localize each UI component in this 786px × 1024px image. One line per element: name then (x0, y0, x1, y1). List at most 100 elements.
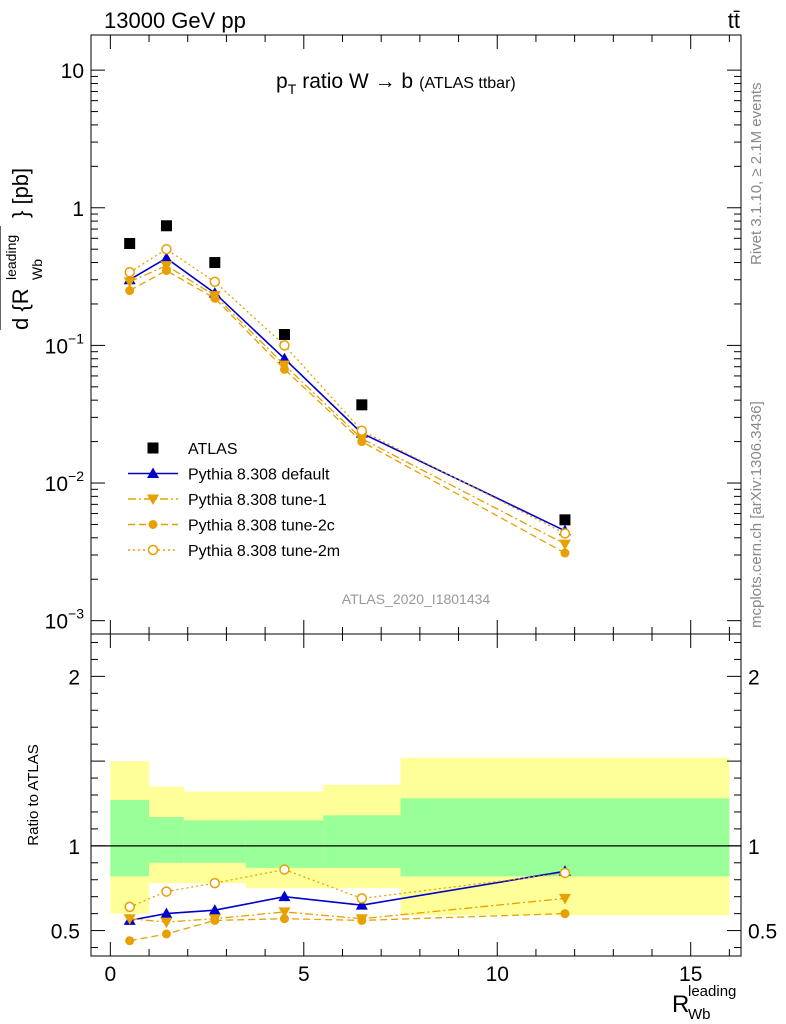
legend-label-atlas: ATLAS (188, 441, 238, 458)
ratio-point-pythia-8-308-default (160, 907, 173, 919)
ratio-panel: 0.5 0.5 1 1 2 2 0 5 10 15 Ratio to ATLAS R leadin… (25, 633, 777, 1023)
legend-label-pythia-8-308-default: Pythia 8.308 default (188, 467, 330, 484)
main-panel: 10 1 10−1 10−2 10−3 pT ratio W → b (ATLAS ttba… (0, 34, 742, 635)
main-point-pythia-8-308-tune-2c (161, 266, 171, 276)
ratio-line-pythia-8-308-tune-1 (129, 897, 566, 923)
svg-text:d {R: d {R (8, 288, 33, 330)
main-point-pythia-8-308-tune-2m (279, 340, 290, 351)
ratio-point-pythia-8-308-default (278, 890, 291, 902)
ratio-y-tick-label-right: 0.5 (748, 921, 777, 944)
ratio-point-pythia-8-308-tune-2m (356, 893, 368, 904)
main-point-atlas (356, 399, 368, 411)
main-point-pythia-8-308-tune-2m (356, 425, 368, 436)
energy-label: 13000 GeV pp (104, 8, 246, 33)
legend: ATLAS Pythia 8.308 default Pythia 8.308 tu… (128, 441, 340, 560)
analysis-watermark: ATLAS_2020_I1801434 (342, 591, 491, 607)
legend-label-pythia-8-308-tune-2c: Pythia 8.308 tune-2c (188, 518, 335, 535)
ratio-point-pythia-8-308-tune-1 (123, 914, 136, 925)
main-point-pythia-8-308-tune-2c (279, 364, 289, 374)
main-y-tick-label: 10 (61, 60, 84, 83)
ratio-y-tick-label: 2 (68, 666, 80, 689)
ratio-plot-marks (91, 757, 741, 946)
ratio-point-pythia-8-308-default (208, 904, 221, 915)
main-y-tick-label: 10−3 (45, 606, 85, 634)
svg-text:Wb: Wb (29, 259, 45, 280)
rivet-label: Rivet 3.1.10, ≥ 2.1M events (748, 83, 765, 266)
ratio-band-inner (110, 800, 150, 877)
main-title: pT ratio W → b (ATLAS ttbar) (276, 70, 516, 97)
legend-marker-pythia-8-308-default (147, 467, 159, 478)
main-line-pythia-8-308-tune-2m (129, 248, 566, 535)
main-y-label: d {R leading Wb } [pb] dσ fid (0, 168, 45, 330)
svg-text:leading: leading (3, 235, 19, 280)
main-point-atlas (160, 220, 172, 232)
ratio-y-tick-label: 1 (68, 836, 80, 859)
legend-label-pythia-8-308-tune-2m: Pythia 8.308 tune-2m (188, 543, 340, 560)
svg-text:leading: leading (688, 983, 736, 1000)
main-point-pythia-8-308-tune-2m (124, 266, 135, 278)
legend-marker-pythia-8-308-tune-2m (147, 544, 159, 556)
main-line-pythia-8-308-default (129, 257, 566, 532)
ratio-point-pythia-8-308-tune-2m (161, 886, 172, 897)
ratio-point-pythia-8-308-tune-2c (279, 914, 289, 924)
ratio-line-pythia-8-308-tune-2c (129, 912, 566, 942)
ratio-point-pythia-8-308-tune-1 (160, 917, 173, 929)
ratio-y-tick-label-right: 1 (748, 836, 760, 859)
ratio-y-tick-label-right: 2 (748, 666, 760, 689)
svg-text:} [pb]: } [pb] (8, 168, 33, 218)
ratio-axis-ticks: 0.5 0.5 1 1 2 2 0 5 10 15 (51, 634, 777, 986)
main-point-atlas (278, 329, 290, 340)
main-point-pythia-8-308-tune-2m (209, 276, 221, 288)
legend-label-pythia-8-308-tune-1: Pythia 8.308 tune-1 (188, 492, 327, 509)
main-y-tick-label: 1 (72, 198, 84, 221)
ratio-point-pythia-8-308-tune-2m (279, 864, 290, 875)
main-line-pythia-8-308-tune-1 (129, 264, 566, 545)
svg-text:R: R (672, 991, 689, 1018)
main-point-pythia-8-308-tune-2c (210, 293, 220, 303)
svg-text:dσ: dσ (0, 292, 1, 318)
main-axis-ticks: 10 1 10−1 10−2 10−3 (45, 35, 741, 634)
main-point-pythia-8-308-tune-1 (558, 539, 571, 551)
x-tick-label: 10 (486, 963, 509, 986)
legend-marker-pythia-8-308-tune-1 (147, 494, 159, 505)
ratio-line-pythia-8-308-default (129, 870, 566, 922)
ratio-band-inner (149, 817, 184, 863)
ratio-point-pythia-8-308-tune-1 (278, 907, 291, 918)
legend-marker-pythia-8-308-tune-2c (148, 520, 158, 529)
ratio-point-pythia-8-308-tune-1 (558, 893, 571, 905)
ratio-y-tick-label: 0.5 (51, 921, 80, 944)
ratio-band-inner (400, 798, 730, 877)
main-point-pythia-8-308-tune-1 (123, 277, 136, 288)
ratio-band-inner (245, 820, 324, 868)
x-tick-label: 0 (105, 963, 117, 986)
ratio-point-pythia-8-308-tune-2c (125, 936, 135, 946)
main-point-atlas (559, 514, 571, 526)
main-point-pythia-8-308-tune-2c (125, 286, 135, 296)
mcplots-label: mcplots.cern.ch [arXiv:1306.3436] (748, 401, 765, 628)
main-point-pythia-8-308-tune-2m (559, 528, 571, 539)
ratio-point-pythia-8-308-tune-2m (559, 867, 571, 879)
main-line-pythia-8-308-tune-2c (129, 269, 566, 554)
legend-marker-atlas (147, 442, 159, 454)
ratio-point-pythia-8-308-tune-2c (357, 915, 367, 925)
ratio-point-pythia-8-308-tune-2c (210, 915, 220, 925)
x-tick-label: 5 (298, 963, 310, 986)
x-axis-label: R leading Wb (672, 983, 736, 1023)
ratio-y-label: Ratio to ATLAS (25, 744, 42, 845)
ratio-point-pythia-8-308-tune-2c (161, 929, 171, 939)
main-point-pythia-8-308-default (160, 252, 173, 263)
ratio-band-inner (183, 820, 246, 863)
ratio-point-pythia-8-308-tune-2c (560, 909, 570, 919)
main-y-tick-label: 10−2 (45, 468, 85, 496)
main-y-tick-label: 10−1 (45, 330, 85, 358)
x-tick-label: 15 (679, 963, 702, 986)
ratio-point-pythia-8-308-tune-2m (124, 901, 135, 913)
ratio-point-pythia-8-308-default (355, 899, 368, 910)
process-label: tt̄ (728, 8, 740, 33)
ratio-band-inner (323, 815, 401, 868)
main-point-pythia-8-308-tune-2c (560, 548, 570, 558)
main-point-pythia-8-308-tune-2c (357, 437, 367, 447)
main-point-atlas (209, 257, 221, 269)
main-plot-marks (123, 220, 571, 558)
main-point-pythia-8-308-tune-2m (161, 243, 172, 255)
